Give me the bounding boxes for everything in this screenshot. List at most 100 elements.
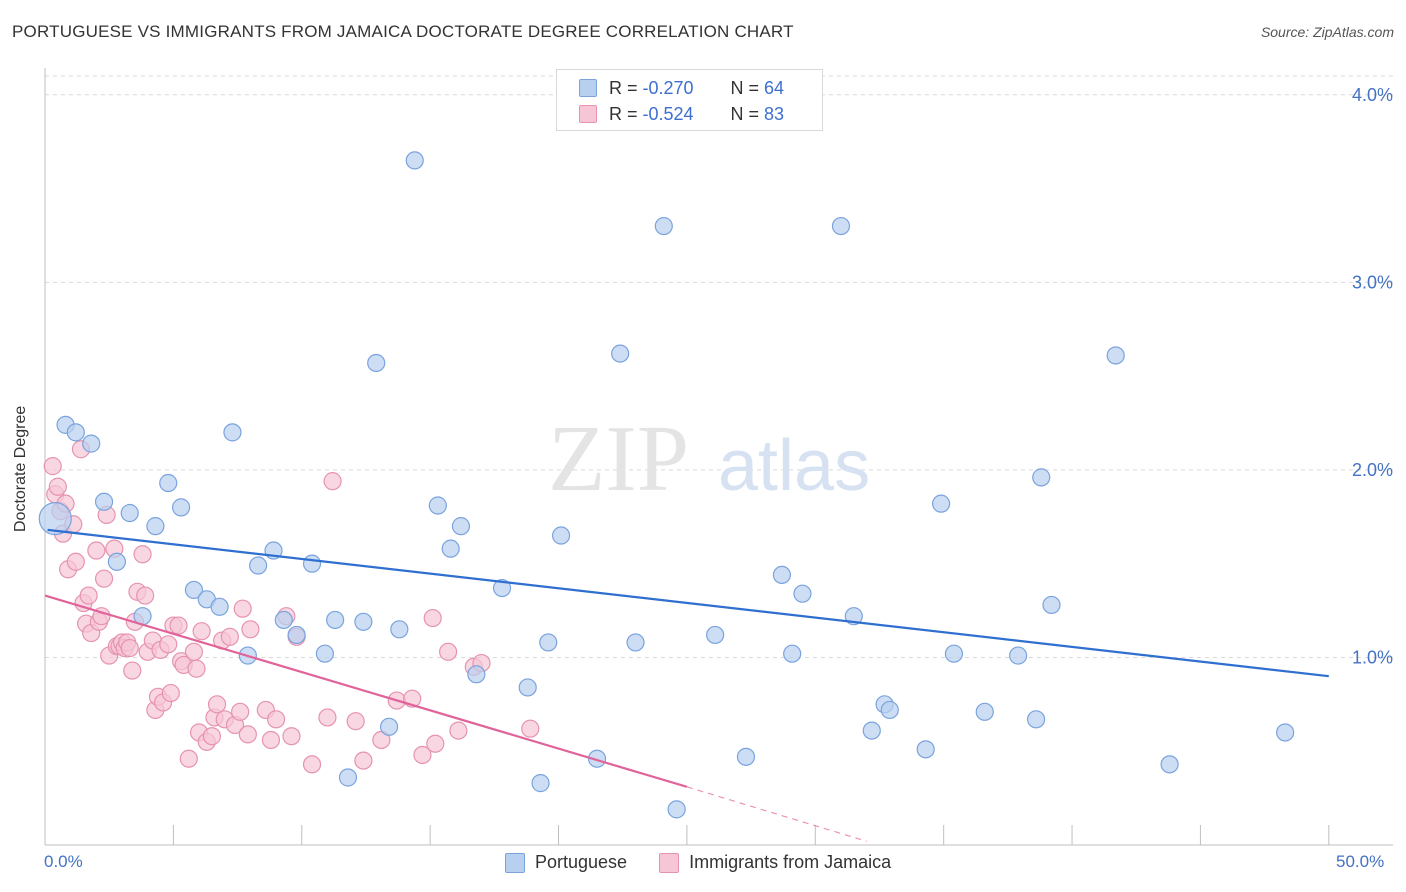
portuguese-point[interactable] <box>531 774 550 793</box>
portuguese-point[interactable] <box>210 597 229 616</box>
portuguese-point[interactable] <box>451 517 471 536</box>
jamaica-point[interactable] <box>233 599 252 618</box>
portuguese-point[interactable] <box>1276 723 1295 742</box>
jamaica-point[interactable] <box>120 638 139 658</box>
portuguese-point[interactable] <box>706 625 725 645</box>
portuguese-point[interactable] <box>654 216 673 236</box>
portuguese-point[interactable] <box>1009 646 1028 665</box>
portuguese-point[interactable] <box>315 644 334 663</box>
portuguese-point[interactable] <box>287 625 306 645</box>
portuguese-point[interactable] <box>1032 468 1051 487</box>
portuguese-point[interactable] <box>223 423 242 442</box>
jamaica-point[interactable] <box>87 541 106 560</box>
portuguese-point[interactable] <box>38 502 72 536</box>
jamaica-point[interactable] <box>207 695 227 714</box>
jamaica-point[interactable] <box>318 708 337 727</box>
portuguese-point[interactable] <box>159 473 178 493</box>
portuguese-point[interactable] <box>880 700 899 720</box>
portuguese-point[interactable] <box>944 644 964 663</box>
portuguese-point[interactable] <box>274 610 293 630</box>
jamaica-point[interactable] <box>43 457 62 476</box>
jamaica-point[interactable] <box>413 745 432 765</box>
portuguese-point[interactable] <box>367 353 386 373</box>
portuguese-point[interactable] <box>1160 755 1179 774</box>
jamaica-point[interactable] <box>220 627 239 646</box>
portuguese-point[interactable] <box>171 498 191 517</box>
jamaica-point[interactable] <box>159 635 178 654</box>
jamaica-point[interactable] <box>426 734 445 753</box>
jamaica-point[interactable] <box>261 730 281 750</box>
jamaica-point[interactable] <box>302 755 322 774</box>
jamaica-point[interactable] <box>354 751 373 770</box>
portuguese-point[interactable] <box>1027 710 1046 729</box>
portuguese-point[interactable] <box>390 620 409 639</box>
portuguese-point[interactable] <box>492 578 512 598</box>
portuguese-point[interactable] <box>916 740 935 759</box>
jamaica-point[interactable] <box>521 719 540 738</box>
portuguese-point[interactable] <box>66 423 85 442</box>
portuguese-point[interactable] <box>626 633 645 652</box>
portuguese-point[interactable] <box>1106 346 1125 365</box>
portuguese-point[interactable] <box>587 749 607 768</box>
jamaica-swatch <box>579 105 597 123</box>
portuguese-point[interactable] <box>667 800 686 819</box>
portuguese-point[interactable] <box>862 721 881 740</box>
y-tick-label: 2.0% <box>1352 460 1393 480</box>
portuguese-point[interactable] <box>249 556 268 575</box>
jamaica-point[interactable] <box>266 710 286 729</box>
portuguese-point[interactable] <box>338 768 358 787</box>
legend-item-portuguese[interactable]: Portuguese <box>505 852 627 873</box>
jamaica-point[interactable] <box>282 727 301 746</box>
jamaica-point[interactable] <box>238 725 257 744</box>
portuguese-point[interactable] <box>736 747 756 766</box>
portuguese-point[interactable] <box>975 702 994 721</box>
jamaica-point[interactable] <box>346 712 365 731</box>
jamaica-point[interactable] <box>161 683 180 703</box>
jamaica-point[interactable] <box>169 616 188 635</box>
jamaica-point[interactable] <box>123 661 142 680</box>
jamaica-point[interactable] <box>184 642 204 661</box>
portuguese-point[interactable] <box>1042 595 1061 615</box>
portuguese-point[interactable] <box>467 665 486 684</box>
jamaica-point[interactable] <box>66 552 85 571</box>
jamaica-point[interactable] <box>187 659 206 678</box>
portuguese-point[interactable] <box>772 565 792 585</box>
jamaica-point[interactable] <box>449 721 468 740</box>
jamaica-point[interactable] <box>192 622 211 641</box>
portuguese-point[interactable] <box>539 633 558 652</box>
portuguese-point[interactable] <box>184 580 204 600</box>
jamaica-point[interactable] <box>241 620 260 639</box>
portuguese-point[interactable] <box>611 344 630 363</box>
jamaica-point[interactable] <box>79 586 98 605</box>
portuguese-point[interactable] <box>783 644 802 663</box>
jamaica-point[interactable] <box>48 477 67 496</box>
portuguese-point[interactable] <box>302 554 322 573</box>
jamaica-points <box>43 440 540 774</box>
portuguese-point[interactable] <box>120 503 139 523</box>
jamaica-point[interactable] <box>231 702 250 721</box>
portuguese-point[interactable] <box>831 216 851 236</box>
portuguese-point[interactable] <box>379 717 399 736</box>
legend-item-jamaica[interactable]: Immigrants from Jamaica <box>659 852 891 873</box>
portuguese-point[interactable] <box>405 151 424 170</box>
portuguese-point[interactable] <box>326 610 345 630</box>
jamaica-point[interactable] <box>439 642 458 661</box>
jamaica-point[interactable] <box>136 586 155 605</box>
portuguese-point[interactable] <box>82 434 101 453</box>
jamaica-point[interactable] <box>323 472 342 491</box>
portuguese-point[interactable] <box>931 494 951 513</box>
jamaica-point[interactable] <box>179 749 198 768</box>
portuguese-point[interactable] <box>354 612 373 631</box>
portuguese-point[interactable] <box>551 526 571 545</box>
portuguese-point[interactable] <box>428 496 447 515</box>
portuguese-point[interactable] <box>441 539 460 558</box>
portuguese-point[interactable] <box>146 517 165 536</box>
jamaica-point[interactable] <box>133 545 152 564</box>
jamaica-point[interactable] <box>94 569 114 588</box>
jamaica-point[interactable] <box>423 608 442 628</box>
jamaica-point[interactable] <box>202 727 221 746</box>
portuguese-point[interactable] <box>94 492 114 511</box>
portuguese-point[interactable] <box>793 584 812 603</box>
portuguese-point[interactable] <box>107 552 126 571</box>
portuguese-point[interactable] <box>518 678 537 697</box>
